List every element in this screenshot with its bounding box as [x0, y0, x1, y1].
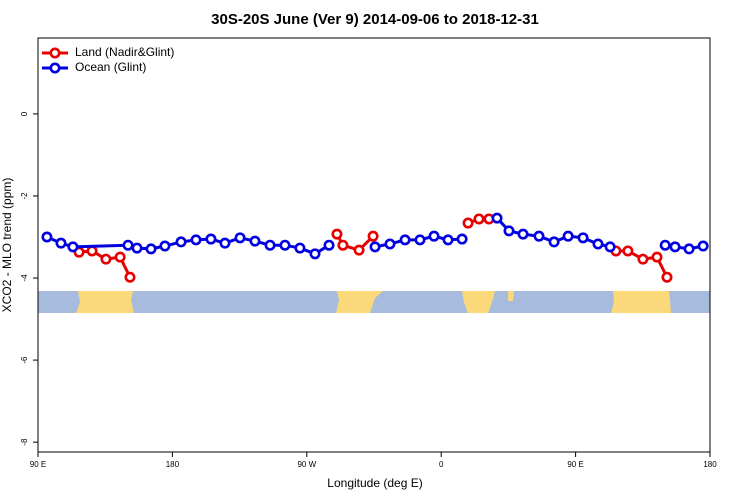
point — [337, 239, 349, 251]
y-tick-label: 0 — [20, 111, 29, 116]
point — [159, 240, 171, 252]
point — [175, 236, 187, 248]
point — [86, 245, 98, 257]
point — [577, 232, 589, 244]
point — [533, 230, 545, 242]
point — [637, 253, 649, 265]
point — [651, 251, 663, 263]
y-axis-label: XCO2 - MLO trend (ppm) — [0, 178, 14, 313]
point — [331, 228, 343, 240]
point — [683, 243, 695, 255]
point — [114, 251, 126, 263]
legend-marker — [49, 47, 61, 59]
x-tick-label: 180 — [703, 460, 717, 469]
point — [414, 234, 426, 246]
y-tick-label: -8 — [20, 438, 29, 446]
point — [131, 242, 143, 254]
point — [124, 271, 136, 283]
point — [622, 245, 634, 257]
legend-marker — [49, 62, 61, 74]
point — [659, 239, 671, 251]
point — [428, 230, 440, 242]
point — [604, 241, 616, 253]
point — [697, 240, 709, 252]
y-tick-label: -6 — [20, 356, 29, 364]
point — [219, 237, 231, 249]
point — [353, 244, 365, 256]
x-axis-label: Longitude (deg E) — [327, 476, 422, 490]
point — [122, 239, 134, 251]
point — [384, 238, 396, 250]
x-tick-label: 90 E — [30, 460, 46, 469]
point — [279, 239, 291, 251]
point — [503, 225, 515, 237]
point — [592, 238, 604, 250]
legend-label: Ocean (Glint) — [75, 60, 146, 74]
point — [462, 217, 474, 229]
point — [456, 233, 468, 245]
land-mask — [38, 291, 710, 313]
chart-title: 30S-20S June (Ver 9) 2014-09-06 to 2018-… — [211, 11, 539, 28]
point — [234, 232, 246, 244]
point — [55, 237, 67, 249]
point — [264, 239, 276, 251]
point — [67, 241, 79, 253]
point — [517, 228, 529, 240]
point — [369, 241, 381, 253]
point — [323, 239, 335, 251]
point — [473, 213, 485, 225]
x-tick-label: 180 — [166, 460, 180, 469]
point — [669, 241, 681, 253]
point — [294, 242, 306, 254]
point — [309, 248, 321, 260]
y-tick-label: -2 — [20, 192, 29, 200]
point — [41, 231, 53, 243]
point — [661, 271, 673, 283]
plot-frame — [37, 37, 711, 453]
point — [491, 212, 503, 224]
point — [548, 236, 560, 248]
x-tick-label: 90 E — [567, 460, 583, 469]
point — [205, 233, 217, 245]
point — [399, 234, 411, 246]
x-tick-label: 0 — [439, 460, 444, 469]
point — [249, 235, 261, 247]
y-tick-label: -4 — [20, 274, 29, 282]
point — [145, 243, 157, 255]
legend-label: Land (Nadir&Glint) — [75, 45, 174, 59]
point — [367, 230, 379, 242]
point — [442, 234, 454, 246]
point — [100, 253, 112, 265]
point — [190, 234, 202, 246]
x-tick-label: 90 W — [297, 460, 316, 469]
point — [562, 230, 574, 242]
